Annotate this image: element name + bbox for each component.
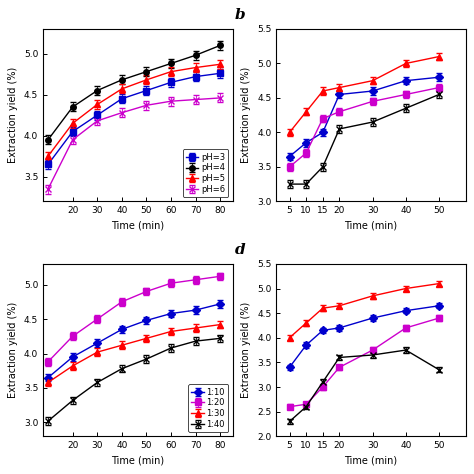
X-axis label: Time (min): Time (min): [111, 221, 164, 231]
Text: b: b: [235, 8, 245, 22]
Y-axis label: Extraction yield (%): Extraction yield (%): [9, 67, 18, 163]
X-axis label: Time (min): Time (min): [111, 456, 164, 465]
Legend: 1:10, 1:20, 1:30, 1:40: 1:10, 1:20, 1:30, 1:40: [188, 384, 228, 432]
Y-axis label: Extraction yield (%): Extraction yield (%): [9, 302, 18, 398]
Y-axis label: Extraction yield (%): Extraction yield (%): [241, 302, 251, 398]
Text: d: d: [235, 243, 245, 257]
X-axis label: Time (min): Time (min): [345, 221, 398, 231]
Y-axis label: Extraction yield (%): Extraction yield (%): [241, 67, 251, 163]
X-axis label: Time (min): Time (min): [345, 456, 398, 465]
Legend: pH=3, pH=4, pH=5, pH=6: pH=3, pH=4, pH=5, pH=6: [182, 149, 228, 197]
